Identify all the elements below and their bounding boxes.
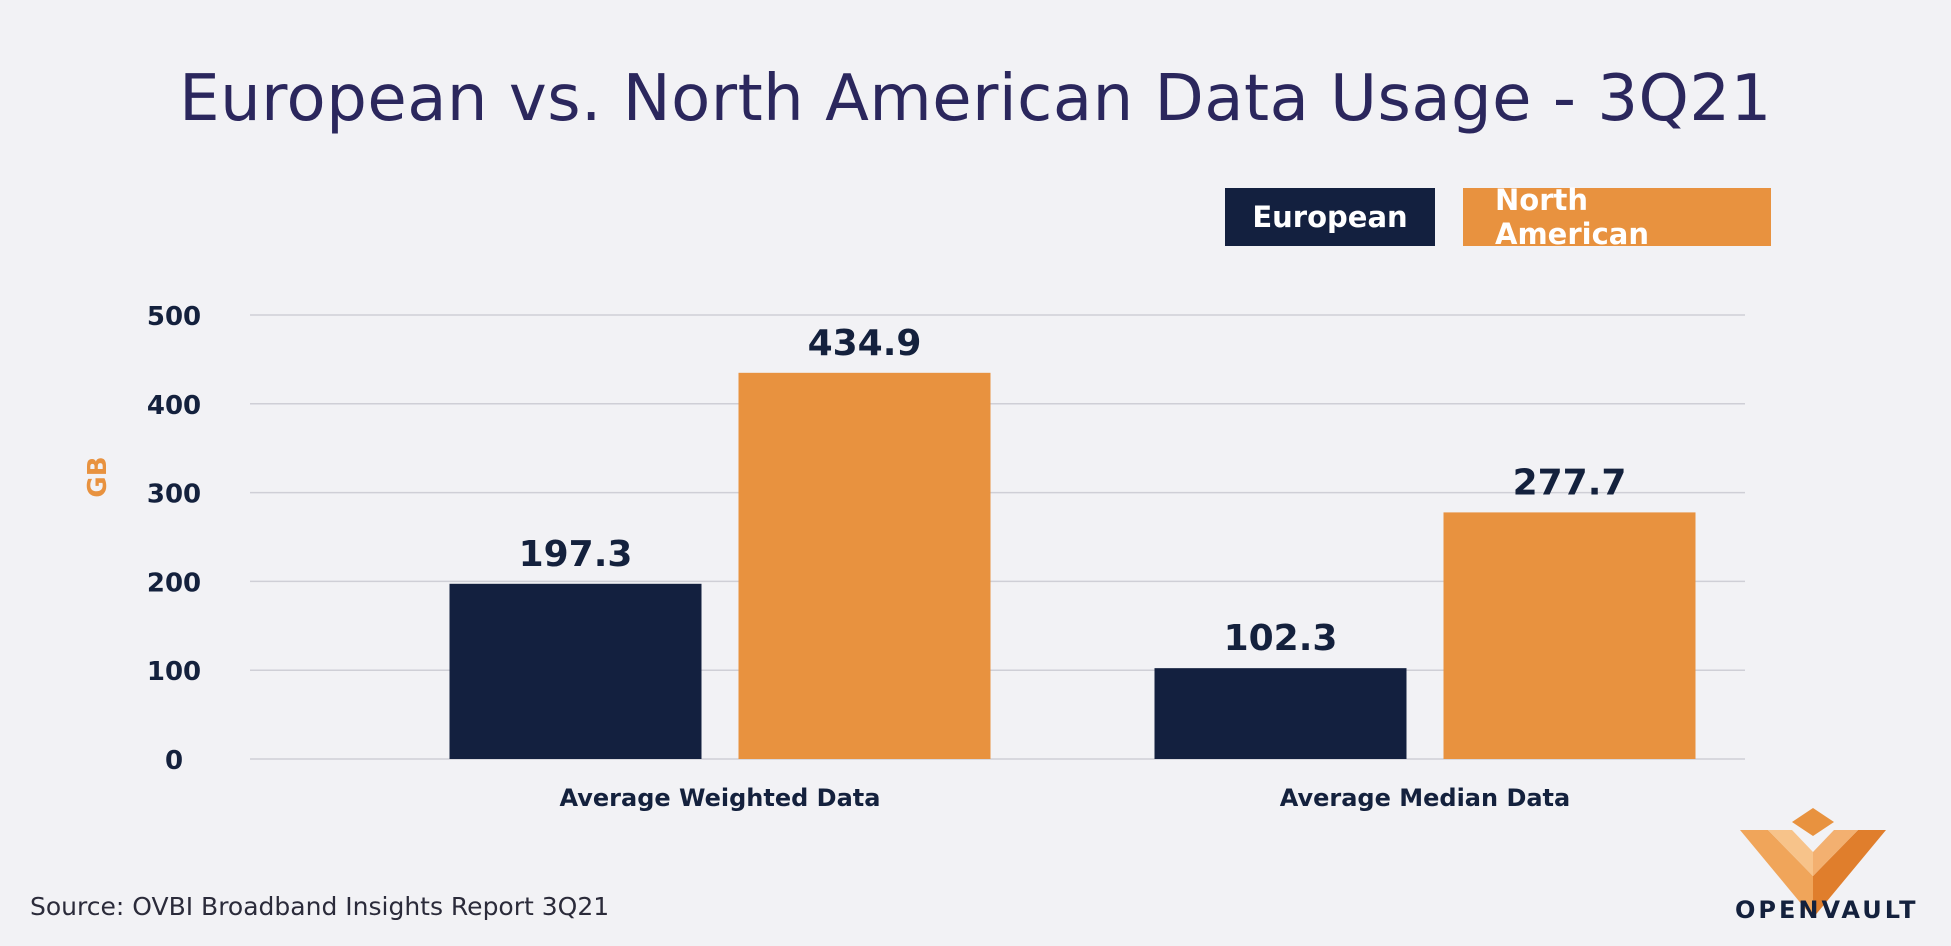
y-tick-label: 300 bbox=[147, 480, 201, 510]
y-tick-label: 400 bbox=[147, 391, 201, 421]
source-note: Source: OVBI Broadband Insights Report 3… bbox=[30, 892, 610, 921]
x-category-label: Average Weighted Data bbox=[560, 784, 881, 812]
bar-european bbox=[449, 583, 702, 759]
data-label: 434.9 bbox=[808, 323, 922, 364]
bar-european bbox=[1154, 668, 1407, 759]
legend-north-american: North American bbox=[1463, 183, 1771, 251]
y-tick-label: 0 bbox=[165, 746, 183, 776]
chart-title: European vs. North American Data Usage -… bbox=[179, 62, 1772, 136]
openvault-logo-text: OpenVault bbox=[1735, 896, 1919, 924]
x-category-label: Average Median Data bbox=[1280, 784, 1570, 812]
y-tick-label: 200 bbox=[147, 568, 201, 598]
y-tick-label: 500 bbox=[147, 302, 201, 332]
legend: European North American bbox=[1225, 183, 1771, 251]
y-axis-label: GB bbox=[83, 456, 113, 497]
data-label: 197.3 bbox=[519, 534, 633, 575]
y-tick-label: 100 bbox=[147, 657, 201, 687]
openvault-logo-icon bbox=[1740, 808, 1886, 918]
bar-north-american bbox=[1443, 512, 1696, 759]
bar-north-american bbox=[738, 372, 991, 759]
legend-european: European bbox=[1225, 188, 1435, 246]
data-label: 277.7 bbox=[1513, 462, 1627, 503]
data-label: 102.3 bbox=[1224, 618, 1338, 659]
